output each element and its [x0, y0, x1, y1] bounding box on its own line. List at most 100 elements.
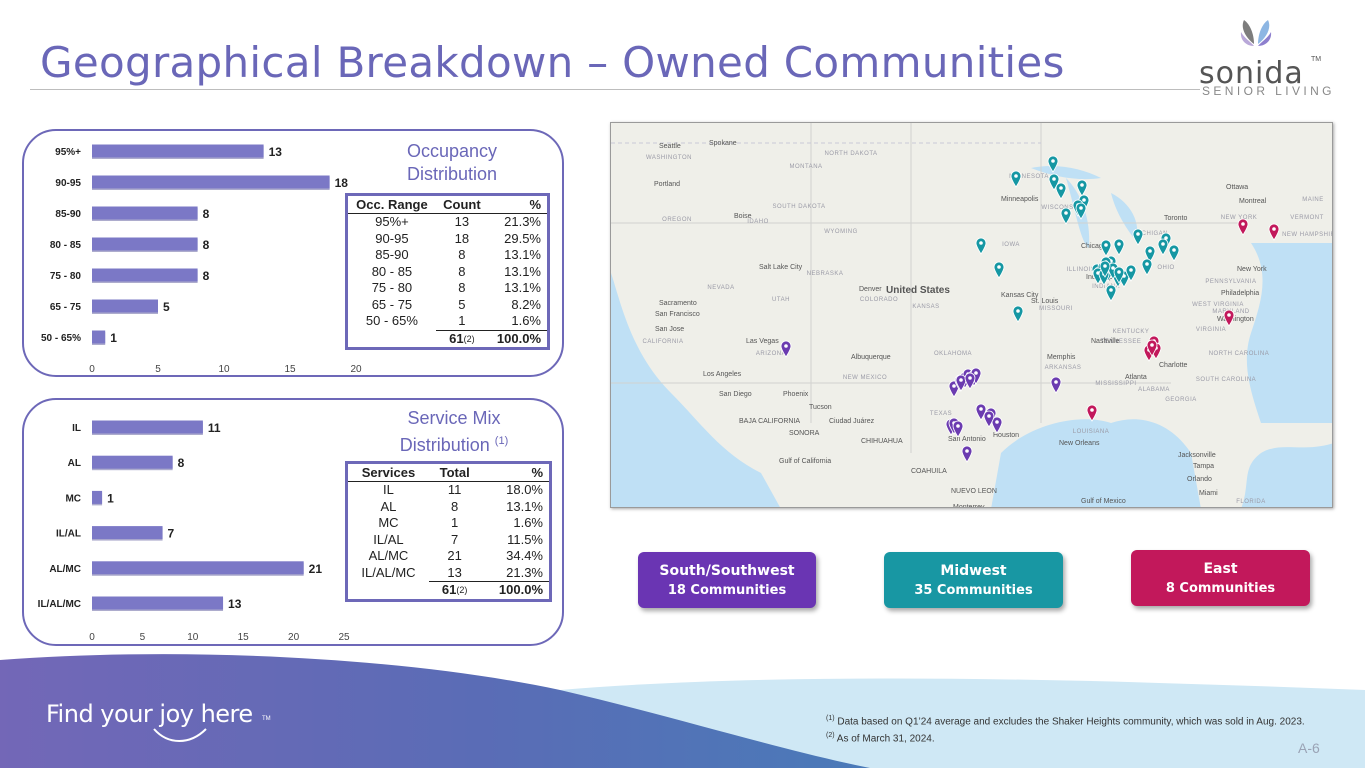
table-cell: 7 [451, 531, 459, 547]
category-label: 80 - 85 [50, 240, 82, 251]
table-cell: 50 - 65% [365, 313, 418, 329]
community-pin[interactable] [1076, 179, 1088, 197]
table-cell: IL/AL [373, 531, 404, 547]
community-pin[interactable] [1157, 238, 1169, 256]
region-midwest[interactable]: Midwest 35 Communities [884, 552, 1063, 608]
community-pin[interactable] [1168, 244, 1180, 262]
service-mix-title: Service Mix Distribution (1) [379, 407, 529, 457]
lake-huron [1111, 193, 1138, 241]
community-pin[interactable] [1141, 258, 1153, 276]
state-label: SOUTH CAROLINA [1196, 377, 1256, 383]
region-east[interactable]: East 8 Communities [1131, 550, 1310, 606]
x-tick-label: 5 [155, 364, 161, 375]
city-label: Portland [654, 181, 680, 188]
bar-value-label: 13 [228, 597, 242, 611]
state-label: WYOMING [824, 229, 858, 235]
community-pin[interactable] [1055, 182, 1067, 200]
bar-value-label: 1 [107, 491, 114, 505]
bar-value-label: 21 [309, 562, 323, 576]
community-pin[interactable] [1132, 228, 1144, 246]
table-cell: 18.0% [506, 482, 543, 497]
butterfly-icon [1240, 20, 1272, 46]
table-header-cell: % [487, 196, 547, 214]
community-pin[interactable] [955, 374, 967, 392]
us-map[interactable]: NORTH DAKOTA SOUTH DAKOTA NEBRASKA KANSAS OK… [610, 122, 1333, 508]
footnote-1: (1) Data based on Q1’24 average and excl… [826, 715, 1305, 728]
table-cell: 8 [458, 280, 466, 295]
city-label: Orlando [1187, 476, 1212, 483]
state-label: NORTH DAKOTA [824, 151, 877, 157]
state-label: UTAH [772, 297, 790, 303]
state-label: WISCONSIN [1041, 205, 1080, 211]
city-label: Tucson [809, 404, 832, 411]
table-header-cell: % [480, 464, 549, 482]
city-label: Seattle [659, 143, 681, 150]
x-tick-label: 10 [187, 632, 199, 643]
state-label: TENNESSEE [1101, 339, 1142, 345]
state-label: PENNSYLVANIA [1205, 279, 1256, 285]
table-cell: 8.2% [511, 296, 541, 312]
community-pin[interactable] [1237, 218, 1249, 236]
community-pin[interactable] [1125, 264, 1137, 282]
state-label: ARIZONA [756, 351, 786, 357]
table-cell: 95%+ [375, 214, 409, 229]
atlantic-ocean [1246, 243, 1332, 423]
community-pin[interactable] [1144, 245, 1156, 263]
community-pin[interactable] [1099, 260, 1111, 278]
tagline-trademark: TM [262, 716, 271, 722]
city-label: Nashville [1091, 338, 1120, 345]
bar [92, 268, 198, 282]
bar-value-label: 11 [208, 421, 221, 435]
community-pin[interactable] [1075, 202, 1087, 220]
bar [92, 596, 224, 610]
community-pin[interactable] [1060, 207, 1072, 225]
community-pin[interactable] [1223, 309, 1235, 327]
community-pin[interactable] [1050, 376, 1062, 394]
community-pin[interactable] [961, 445, 973, 463]
region-south-southwest[interactable]: South/Southwest 18 Communities [638, 552, 816, 608]
community-pin[interactable] [1146, 339, 1158, 357]
table-cell: 11 [447, 482, 462, 497]
community-pin[interactable] [780, 340, 792, 358]
community-pin[interactable] [1113, 266, 1125, 284]
occupancy-bar-chart: 95%+ 13 90-95 18 85-90 8 80 - 85 8 75 - 80 8 65 - … [41, 144, 362, 375]
community-pin[interactable] [1047, 155, 1059, 173]
community-pin[interactable] [1100, 239, 1112, 257]
community-pin[interactable] [993, 261, 1005, 279]
bar [92, 526, 163, 540]
table-row: 50 - 65% 1 1.6% [348, 313, 547, 330]
city-label: NUEVO LEON [951, 488, 997, 495]
city-label: Monterrey [953, 504, 985, 508]
table-cell: 21.3% [506, 564, 543, 580]
community-pin[interactable] [952, 420, 964, 438]
gulf-of-mexico [991, 419, 1201, 507]
city-label: Albuquerque [851, 354, 891, 361]
community-pin[interactable] [1113, 238, 1125, 256]
bar [92, 299, 158, 313]
community-pin[interactable] [975, 237, 987, 255]
community-pin[interactable] [964, 372, 976, 390]
table-total-row: 61(2) 100.0% [348, 329, 547, 347]
table-cell: IL/AL/MC [361, 564, 416, 580]
table-cell: 29.5% [504, 230, 541, 246]
table-cell: 13.1% [504, 247, 541, 262]
community-pin[interactable] [1086, 404, 1098, 422]
sonida-logo: sonida TM SENIOR LIVING [1196, 16, 1346, 100]
city-label: Spokane [709, 140, 737, 147]
state-label: TEXAS [930, 411, 952, 417]
community-pin[interactable] [1105, 284, 1117, 302]
community-pin[interactable] [1268, 223, 1280, 241]
bar-value-label: 18 [335, 176, 349, 190]
city-label: Charlotte [1159, 362, 1188, 369]
state-label: NEW HAMPSHIRE [1282, 232, 1333, 238]
bar-value-label: 8 [178, 456, 185, 470]
community-pin[interactable] [1048, 173, 1060, 191]
occupancy-table: Occ. Range Count% 95%+ 13 21.3% 90-95 18 29.5% 8… [345, 193, 550, 350]
community-pin[interactable] [983, 410, 995, 428]
table-cell: 65 - 75 [371, 296, 413, 312]
community-pin[interactable] [991, 416, 1003, 434]
community-pin[interactable] [1012, 305, 1024, 323]
city-label: Jacksonville [1178, 452, 1216, 459]
community-pin[interactable] [1010, 170, 1022, 188]
city-label: Washington [1217, 316, 1254, 323]
